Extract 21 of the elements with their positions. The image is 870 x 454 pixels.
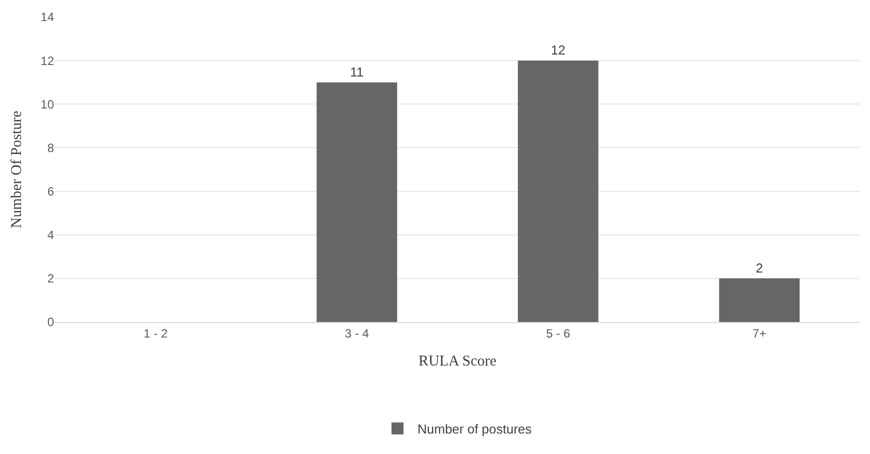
y-tick-label: 8 [47, 140, 54, 155]
x-tick-label: 3 - 4 [344, 326, 370, 340]
y-tick-label: 6 [47, 184, 54, 198]
data-label: 2 [756, 260, 763, 276]
y-tick-label: 2 [47, 272, 54, 286]
bar [719, 278, 800, 322]
y-tick-label: 12 [40, 54, 54, 68]
data-label: 11 [350, 64, 364, 80]
y-tick-label: 4 [47, 228, 54, 242]
x-tick-label: 5 - 6 [546, 326, 570, 340]
y-tick-label: 14 [40, 10, 54, 24]
data-label: 12 [550, 42, 566, 58]
bar [316, 82, 398, 322]
legend-label: Number of postures [418, 422, 532, 437]
y-tick-label: 0 [47, 315, 54, 330]
bar [518, 60, 598, 322]
x-tick-label: 7+ [752, 326, 766, 340]
y-tick-label: 10 [40, 97, 54, 112]
x-tick-label: 1 - 2 [144, 326, 168, 340]
y-axis-title: Number Of Posture [8, 110, 25, 228]
x-axis-title: RULA Score [418, 353, 497, 370]
